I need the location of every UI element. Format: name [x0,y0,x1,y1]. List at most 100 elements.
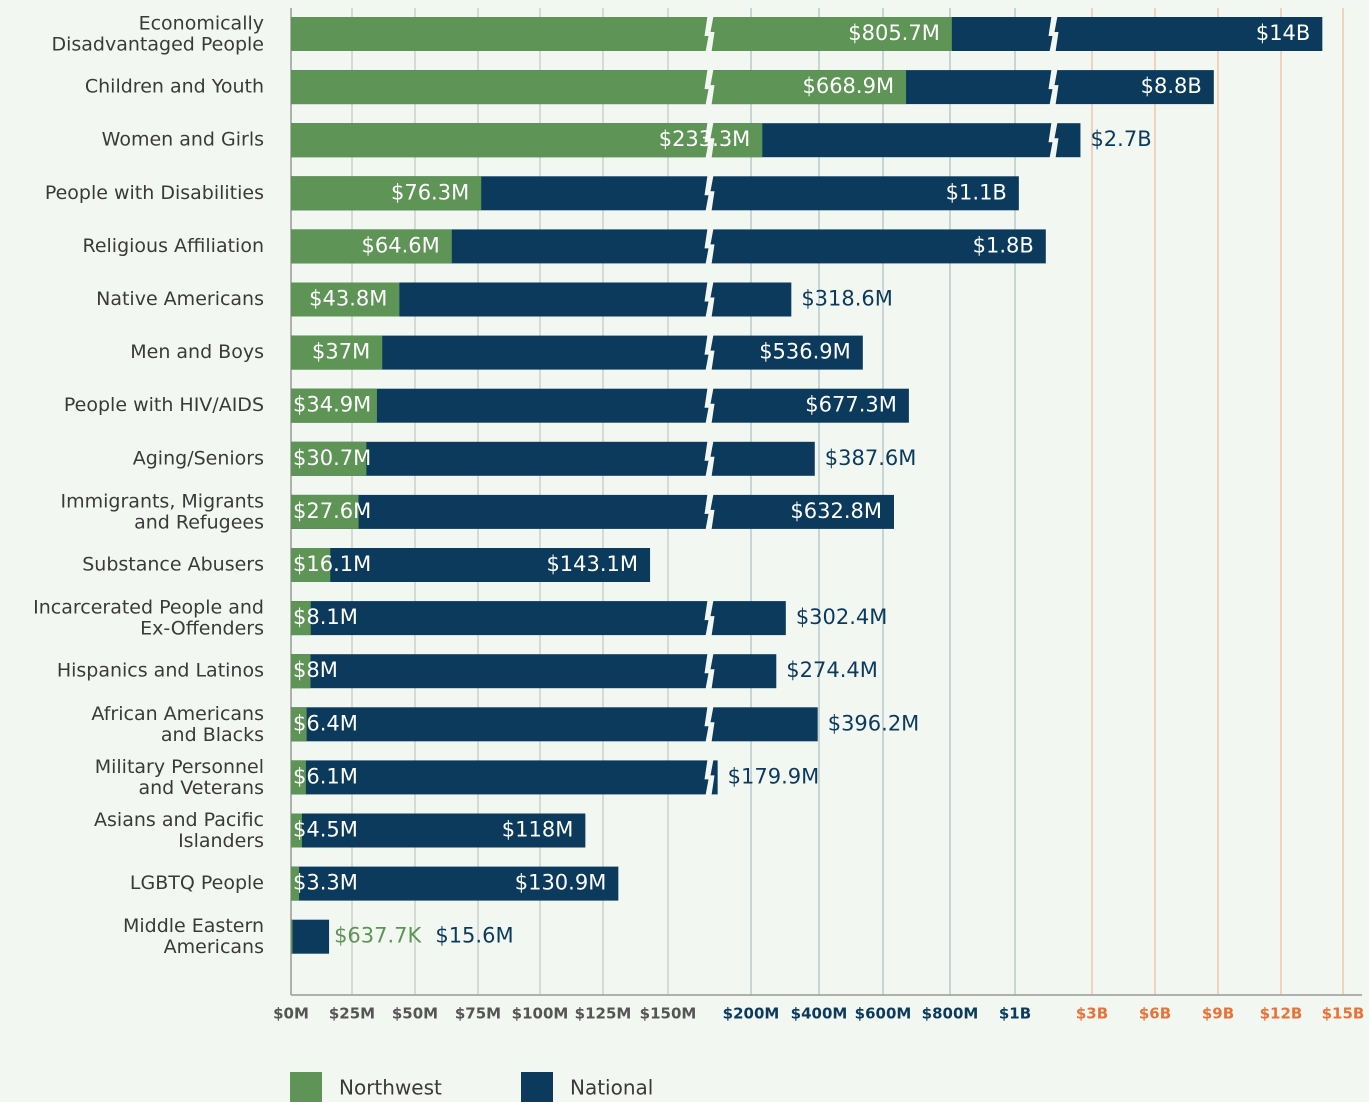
category-label: Men and Boys [130,341,264,363]
northwest-value-label: $233.3M [659,127,751,151]
bar-national [291,813,586,848]
northwest-value-label: $637.7K [334,924,422,948]
x-tick-label: $9B [1202,1005,1234,1023]
axis-break [704,69,715,106]
x-tick-label: $100M [512,1005,569,1023]
northwest-value-label: $64.6M [362,233,440,257]
axis-break [1048,122,1059,159]
northwest-value-label: $37M [312,340,370,364]
bar-national [291,707,818,742]
national-value-label: $2.7B [1090,127,1151,151]
x-tick-label: $125M [575,1005,632,1023]
category-label: Military Personnel and Veterans [95,755,264,798]
labels: $0M $25M $50M $75M $100M $125M $150M $200M $400M… [33,12,1364,1102]
northwest-value-label: $6.1M [293,764,358,788]
x-tick-label: $3B [1076,1005,1108,1023]
northwest-value-label: $43.8M [309,287,387,311]
legend-label: Northwest [339,1076,442,1100]
x-tick-label: $12B [1260,1005,1303,1023]
bar-national [291,494,894,529]
x-tick-label: $25M [329,1005,375,1023]
bar-northwest [291,70,907,105]
national-value-label: $632.8M [790,499,882,523]
bar-northwest [291,866,300,901]
axis-break [704,653,715,690]
category-label: Immigrants, Migrants and Refugees [61,490,264,533]
category-label: Women and Girls [102,129,264,151]
northwest-value-label: $8.1M [293,605,358,629]
axis-break [704,122,715,159]
bars [291,16,1323,954]
national-value-label: $274.4M [786,658,878,682]
category-label: African Americans and Blacks [91,702,264,745]
bar-northwest [291,760,306,795]
axis-break [704,600,715,637]
bar-national [291,335,863,370]
national-value-label: $15.6M [435,924,513,948]
northwest-value-label: $27.6M [293,499,371,523]
northwest-value-label: $16.1M [293,552,371,576]
bar-national [291,601,786,636]
bar-national [291,388,909,423]
x-tick-label: $1B [999,1005,1031,1023]
bar-national [291,654,777,689]
category-label: Incarcerated People and Ex-Offenders [33,596,264,639]
bar-national [291,548,651,582]
category-label: People with HIV/AIDS [64,394,264,416]
axis-break [704,175,715,212]
bar-northwest [291,654,311,689]
category-label: Economically Disadvantaged People [51,12,264,55]
legend-swatch [521,1072,553,1102]
bar-northwest [291,17,952,51]
national-value-label: $396.2M [828,711,920,735]
axis-break [1048,16,1059,52]
x-tick-label: $6B [1139,1005,1171,1023]
x-tick-label: $400M [791,1005,848,1023]
northwest-value-label: $668.9M [802,74,894,98]
x-tick-label: $75M [455,1005,501,1023]
category-label: Children and Youth [85,76,264,98]
axis-break [704,440,715,477]
bar-northwest [291,229,452,264]
bar-northwest [291,335,383,370]
bar-northwest [291,494,359,529]
national-value-label: $143.1M [546,552,638,576]
axis-break [704,281,715,318]
axis-break [704,387,715,424]
category-label: Religious Affiliation [82,235,264,257]
axis-break [704,228,715,265]
bar-northwest [291,123,763,158]
national-value-label: $118M [502,818,574,842]
axis-break [704,706,715,743]
axis-break [704,493,715,530]
national-value-label: $179.9M [728,764,820,788]
axis-break [704,16,715,52]
axis-break [1048,69,1059,106]
national-value-label: $536.9M [759,340,851,364]
x-tick-label: $800M [922,1005,979,1023]
x-tick-label: $15B [1322,1005,1365,1023]
category-label: People with Disabilities [45,182,264,204]
bar-northwest [291,813,302,848]
national-value-label: $1.1B [946,180,1007,204]
bar-northwest [291,282,400,317]
category-label: Aging/Seniors [133,447,264,469]
national-value-label: $677.3M [805,393,897,417]
axis-break [704,759,715,796]
bar-northwest [291,919,293,954]
x-tick-label: $200M [723,1005,780,1023]
national-value-label: $318.6M [801,287,893,311]
northwest-value-label: $8M [293,658,338,682]
national-value-label: $387.6M [825,446,917,470]
bar-northwest [291,548,331,582]
national-value-label: $1.8B [973,233,1034,257]
northwest-value-label: $3.3M [293,871,358,895]
x-tick-label: $600M [855,1005,912,1023]
category-label: Hispanics and Latinos [57,660,264,682]
northwest-value-label: $76.3M [391,180,469,204]
northwest-value-label: $6.4M [293,711,358,735]
bar-northwest [291,707,307,742]
x-tick-label: $0M [273,1005,309,1023]
x-tick-label: $50M [392,1005,438,1023]
category-label: Asians and Pacific Islanders [94,809,264,852]
